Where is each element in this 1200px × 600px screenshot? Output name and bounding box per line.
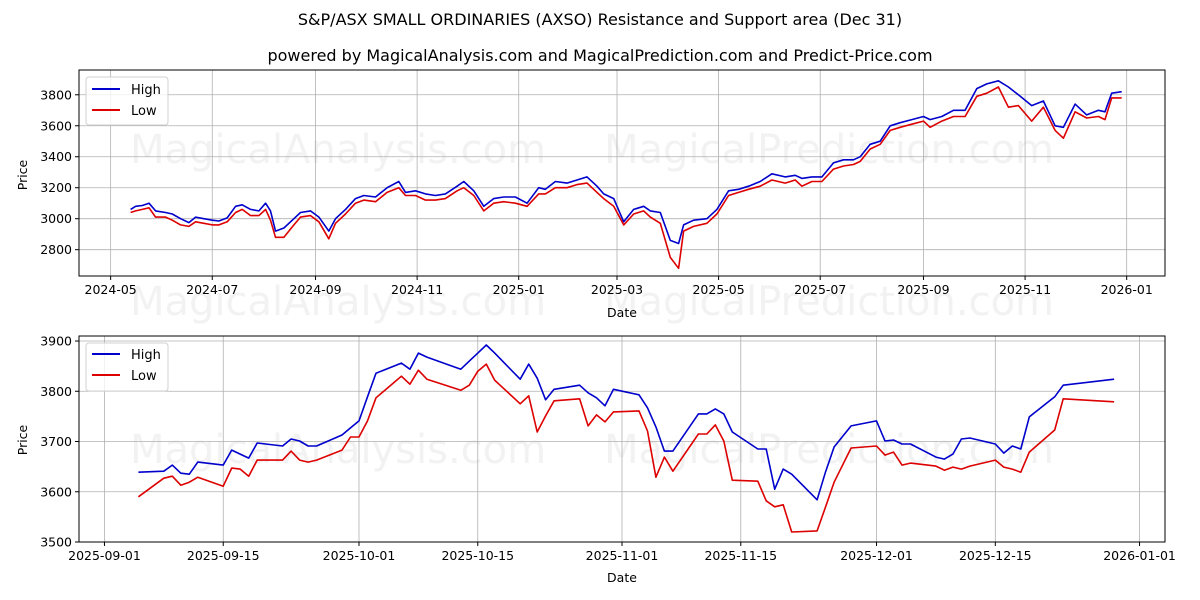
y-tick-label: 3900 bbox=[40, 334, 72, 349]
watermark-left-mid: MagicalAnalysis.com bbox=[130, 279, 546, 325]
top-x-axis-label: Date bbox=[607, 305, 637, 320]
top-y-axis-label: Price bbox=[15, 159, 30, 190]
bottom-ticks: 3500 3600 3700 3800 3900 2025-09-01 2025-09-15… bbox=[40, 334, 1176, 563]
y-tick-label: 3000 bbox=[40, 211, 72, 226]
y-tick-label: 2800 bbox=[40, 242, 72, 257]
legend-low-label: Low bbox=[131, 369, 157, 384]
x-tick-label: 2025-09-15 bbox=[187, 548, 260, 563]
x-tick-label: 2025-09 bbox=[897, 282, 949, 297]
x-tick-label: 2025-01 bbox=[493, 282, 545, 297]
x-tick-label: 2025-09-01 bbox=[68, 548, 141, 563]
x-tick-label: 2025-12-01 bbox=[840, 548, 913, 563]
watermark-left-bottom: MagicalAnalysis.com bbox=[130, 427, 546, 473]
y-tick-label: 3700 bbox=[40, 434, 72, 449]
x-tick-label: 2026-01-01 bbox=[1103, 548, 1176, 563]
series-low-line bbox=[130, 86, 1122, 270]
x-tick-label: 2025-07 bbox=[794, 282, 846, 297]
top-grid bbox=[79, 70, 1165, 276]
legend-high-label: High bbox=[131, 83, 161, 98]
legend-low-label: Low bbox=[131, 104, 157, 119]
y-tick-label: 3400 bbox=[40, 149, 72, 164]
bottom-legend: High Low bbox=[85, 342, 169, 392]
chart-title: S&P/ASX SMALL ORDINARIES (AXSO) Resistan… bbox=[297, 10, 903, 29]
x-tick-label: 2024-09 bbox=[289, 282, 341, 297]
x-tick-label: 2025-11-01 bbox=[586, 548, 659, 563]
x-tick-label: 2025-05 bbox=[692, 282, 744, 297]
x-tick-label: 2025-10-01 bbox=[323, 548, 396, 563]
x-tick-label: 2025-10-15 bbox=[441, 548, 514, 563]
x-tick-label: 2025-03 bbox=[591, 282, 643, 297]
top-plot-frame bbox=[78, 69, 1166, 277]
x-tick-label: 2025-11-15 bbox=[704, 548, 777, 563]
top-legend: High Low bbox=[85, 76, 169, 126]
series-high-line bbox=[138, 344, 1115, 501]
x-tick-label: 2024-05 bbox=[85, 282, 137, 297]
y-tick-label: 3500 bbox=[40, 535, 72, 550]
x-tick-label: 2024-07 bbox=[186, 282, 238, 297]
y-tick-label: 3600 bbox=[40, 484, 72, 499]
bottom-lines bbox=[137, 344, 1115, 533]
top-chart-panel: MagicalAnalysis.com MagicalPrediction.co… bbox=[15, 69, 1166, 325]
legend-high-label: High bbox=[131, 348, 161, 363]
y-tick-label: 3800 bbox=[40, 384, 72, 399]
y-tick-label: 3600 bbox=[40, 118, 72, 133]
series-low-line bbox=[137, 363, 1115, 533]
bottom-grid bbox=[79, 336, 1165, 542]
y-tick-label: 3200 bbox=[40, 180, 72, 195]
bottom-x-axis-label: Date bbox=[607, 570, 637, 585]
top-ticks: 2800 3000 3200 3400 3600 3800 2024-05 2024-07 20… bbox=[40, 87, 1153, 297]
series-high-line bbox=[130, 80, 1122, 245]
bottom-y-axis-label: Price bbox=[15, 424, 30, 455]
bottom-chart-panel: MagicalAnalysis.com MagicalPrediction.co… bbox=[15, 334, 1176, 585]
x-tick-label: 2025-11 bbox=[999, 282, 1051, 297]
x-tick-label: 2024-11 bbox=[391, 282, 443, 297]
top-lines bbox=[130, 80, 1122, 270]
x-tick-label: 2026-01 bbox=[1101, 282, 1153, 297]
watermark-right-top: MagicalPrediction.com bbox=[604, 127, 1054, 173]
y-tick-label: 3800 bbox=[40, 87, 72, 102]
chart-subtitle: powered by MagicalAnalysis.com and Magic… bbox=[267, 46, 933, 65]
watermark-right-bottom: MagicalPrediction.com bbox=[604, 427, 1054, 473]
x-tick-label: 2025-12-15 bbox=[959, 548, 1032, 563]
watermark-left-top: MagicalAnalysis.com bbox=[130, 127, 546, 173]
watermark-right-mid: MagicalPrediction.com bbox=[604, 279, 1054, 325]
